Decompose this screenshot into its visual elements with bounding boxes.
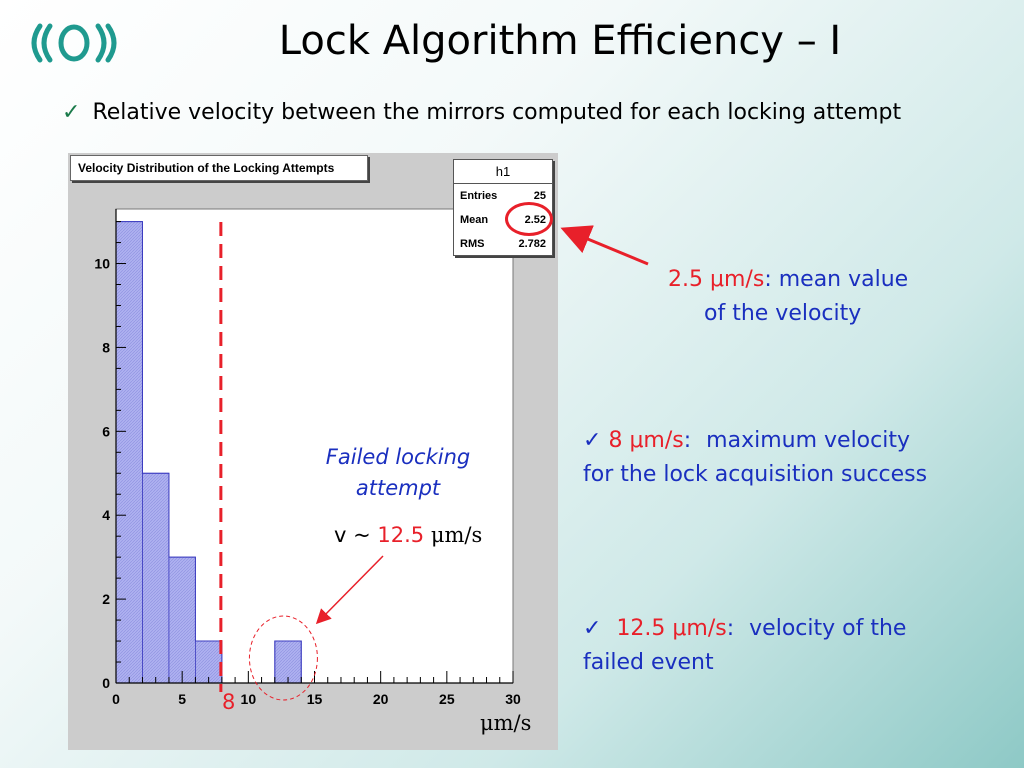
v-unit: μm/s [430,523,483,547]
slide-title: Lock Algorithm Efficiency – I [278,18,842,64]
mean-annotation-text-1: mean value [778,267,909,292]
x-tick-label: 25 [439,691,455,707]
x-tick-label: 15 [307,691,323,707]
stats-entries-value: 25 [533,190,546,202]
histogram-bar-1 [142,472,170,684]
histogram-bar-6 [274,640,302,684]
failed-locking-label-2: attempt [355,476,441,500]
chart-title: Velocity Distribution of the Locking Att… [70,155,368,181]
y-tick-label: 4 [102,507,110,523]
x-tick-label: 0 [112,691,120,707]
mean-annotation-unit: μm/s [710,267,765,292]
stats-row-entries: Entries 25 [454,184,552,208]
y-tick-label: 10 [94,256,110,272]
histogram-bar-3 [194,640,223,684]
x-tick-label: 10 [241,691,257,707]
x-tick-label: 5 [178,691,186,707]
max-velocity-text-1: maximum velocity [706,428,910,453]
x-tick-label: 20 [373,691,389,707]
threshold-label: 8 [222,690,236,714]
failed-velocity-text-2: failed event [583,650,714,675]
histogram-bar-2 [168,556,196,684]
max-velocity-text-2: for the lock acquisition success [583,462,928,487]
stats-mean-label: Mean [460,214,489,226]
y-tick-label: 2 [102,591,110,607]
stats-row-rms: RMS 2.782 [454,232,552,256]
y-tick-label: 8 [102,339,110,355]
failed-velocity-text-1: velocity of the [749,616,907,641]
max-velocity-value: 8 [608,428,623,453]
checkmark-icon: ✓ [62,100,81,125]
failed-velocity-value: 12.5 [616,616,666,641]
failed-event-arrow [315,555,384,625]
virgo-logo-icon [31,23,117,63]
failed-velocity-colon: : [726,616,735,641]
y-tick-label: 6 [102,423,110,439]
mean-annotation-value: 2.5 [668,267,703,292]
stats-rms-label: RMS [460,238,485,250]
failed-event-circle [248,615,318,701]
v-prefix: v ~ [334,523,371,547]
failed-velocity-annotation: ✓ 12.5 μm/s: velocity of the failed even… [583,612,906,680]
checkmark-icon: ✓ [583,616,602,641]
max-velocity-colon: : [683,428,692,453]
stats-name: h1 [454,160,552,184]
mean-arrow [560,225,649,266]
slide-subtitle: ✓ Relative velocity between the mirrors c… [62,100,901,125]
max-velocity-annotation: ✓ 8 μm/s: maximum velocity for the lock … [583,424,927,492]
mean-annotation-colon: : [764,267,772,292]
mean-annotation-text-2: of the velocity [704,301,862,326]
checkmark-icon: ✓ [583,428,602,453]
failed-locking-label-1: Failed locking [325,445,471,469]
x-axis-unit: μm/s [480,711,532,735]
failed-velocity-estimate: v ~ 12.5 μm/s [334,523,482,547]
y-tick-label: 0 [102,675,110,691]
failed-velocity-unit: μm/s [672,616,727,641]
mean-highlight-circle [505,202,553,236]
v-value: 12.5 [377,523,425,547]
mean-annotation: 2.5 μm/s: mean value of the velocity [668,263,908,331]
failed-locking-label: Failed locking attempt [300,442,496,504]
x-tick-label: 30 [505,691,521,707]
max-velocity-unit: μm/s [629,428,684,453]
stats-entries-label: Entries [460,190,498,202]
stats-rms-value: 2.782 [518,238,546,250]
subtitle-text: Relative velocity between the mirrors co… [92,100,902,125]
